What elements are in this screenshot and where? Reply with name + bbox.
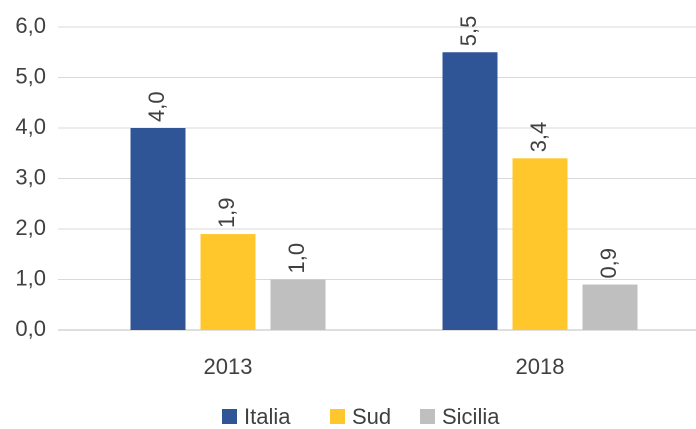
bar: [270, 279, 326, 330]
legend-swatch: [330, 409, 345, 424]
legend-swatch: [420, 409, 435, 424]
y-tick-label: 2,0: [15, 215, 46, 240]
x-tick-label: 2013: [204, 354, 253, 379]
value-label: 3,4: [526, 122, 551, 153]
value-label: 5,5: [456, 16, 481, 47]
legend-label: Sud: [352, 404, 391, 429]
value-label: 4,0: [144, 91, 169, 122]
bar: [442, 52, 498, 330]
y-tick-label: 4,0: [15, 114, 46, 139]
legend-label: Italia: [244, 404, 291, 429]
bar: [512, 158, 568, 330]
y-tick-label: 3,0: [15, 164, 46, 189]
y-tick-label: 5,0: [15, 63, 46, 88]
bar: [582, 284, 638, 330]
legend-label: Sicilia: [442, 404, 500, 429]
x-tick-label: 2018: [516, 354, 565, 379]
bar: [200, 234, 256, 330]
bar: [130, 128, 186, 330]
legend-swatch: [222, 409, 237, 424]
value-label: 1,0: [284, 243, 309, 274]
value-label: 0,9: [596, 248, 621, 279]
y-tick-label: 1,0: [15, 265, 46, 290]
value-label: 1,9: [214, 197, 239, 228]
y-tick-label: 0,0: [15, 316, 46, 341]
y-tick-label: 6,0: [15, 13, 46, 38]
